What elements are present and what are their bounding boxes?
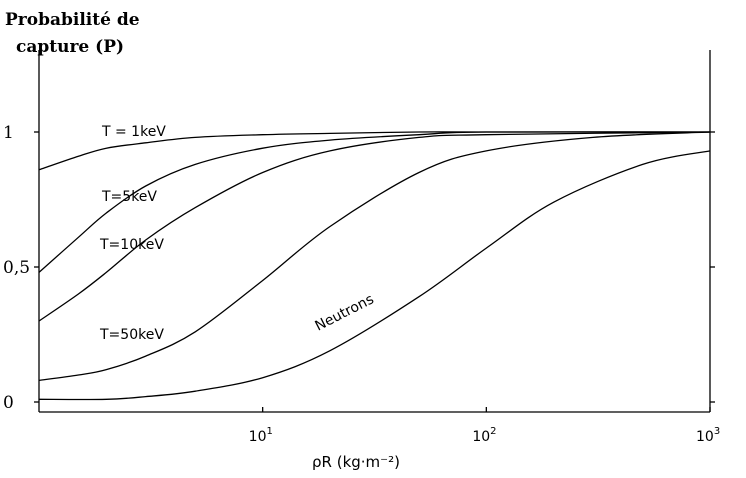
series-line-2 <box>38 131 711 322</box>
series-label-4: Neutrons <box>313 291 377 334</box>
series-line-3 <box>38 131 711 382</box>
series-label-2: T=10keV <box>99 237 164 253</box>
series-labels: T = 1keV T=5keV T=10keV T=50keV Neutrons <box>99 124 377 343</box>
y-ticks: 00,51 <box>3 123 715 413</box>
series-label-0: T = 1keV <box>101 124 166 140</box>
y-tick-label-0: 0 <box>3 393 14 413</box>
x-ticks: 101 102 103 <box>249 407 720 445</box>
series-label-1: T=5keV <box>101 189 157 205</box>
series-line-4 <box>38 150 711 401</box>
x-axis-label: ρR (kg·m⁻²) <box>312 453 400 471</box>
y-tick-label-1: 0,5 <box>3 258 30 278</box>
x-tick-label-2: 103 <box>696 426 720 445</box>
series-label-3: T=50keV <box>99 327 164 343</box>
y-axis-label-line-2: capture (P) <box>16 37 124 57</box>
curves <box>38 131 711 401</box>
series-line-1 <box>38 131 711 273</box>
x-tick-label-1: 102 <box>472 426 496 445</box>
x-tick-label-0: 101 <box>249 426 273 445</box>
y-tick-label-2: 1 <box>3 123 14 143</box>
y-axis-label-line-1: Probabilité de <box>5 10 140 30</box>
